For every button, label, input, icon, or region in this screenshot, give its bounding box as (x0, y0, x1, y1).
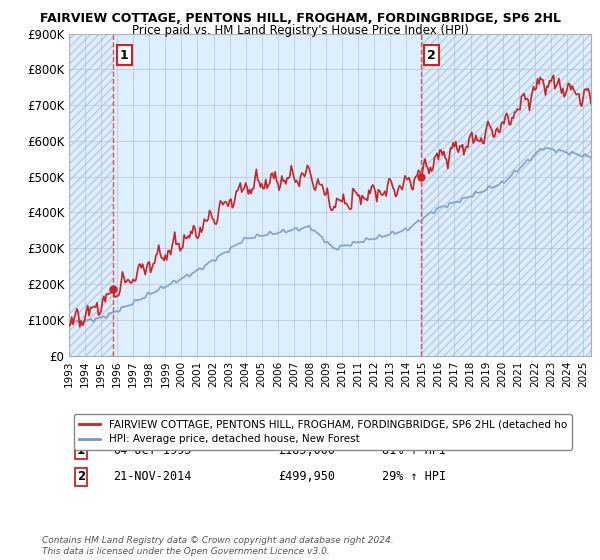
Text: 81% ↑ HPI: 81% ↑ HPI (382, 444, 446, 457)
Legend: FAIRVIEW COTTAGE, PENTONS HILL, FROGHAM, FORDINGBRIDGE, SP6 2HL (detached ho, HP: FAIRVIEW COTTAGE, PENTONS HILL, FROGHAM,… (74, 414, 572, 450)
Text: 21-NOV-2014: 21-NOV-2014 (113, 470, 192, 483)
Text: 2: 2 (427, 49, 436, 62)
Text: FAIRVIEW COTTAGE, PENTONS HILL, FROGHAM, FORDINGBRIDGE, SP6 2HL: FAIRVIEW COTTAGE, PENTONS HILL, FROGHAM,… (40, 12, 560, 25)
Text: 04-OCT-1995: 04-OCT-1995 (113, 444, 192, 457)
Text: £499,950: £499,950 (278, 470, 335, 483)
Text: Contains HM Land Registry data © Crown copyright and database right 2024.
This d: Contains HM Land Registry data © Crown c… (42, 536, 394, 556)
Text: 1: 1 (120, 49, 128, 62)
Text: 2: 2 (77, 470, 85, 483)
Text: 1: 1 (77, 444, 85, 457)
Text: £185,000: £185,000 (278, 444, 335, 457)
Text: Price paid vs. HM Land Registry's House Price Index (HPI): Price paid vs. HM Land Registry's House … (131, 24, 469, 37)
Text: 29% ↑ HPI: 29% ↑ HPI (382, 470, 446, 483)
